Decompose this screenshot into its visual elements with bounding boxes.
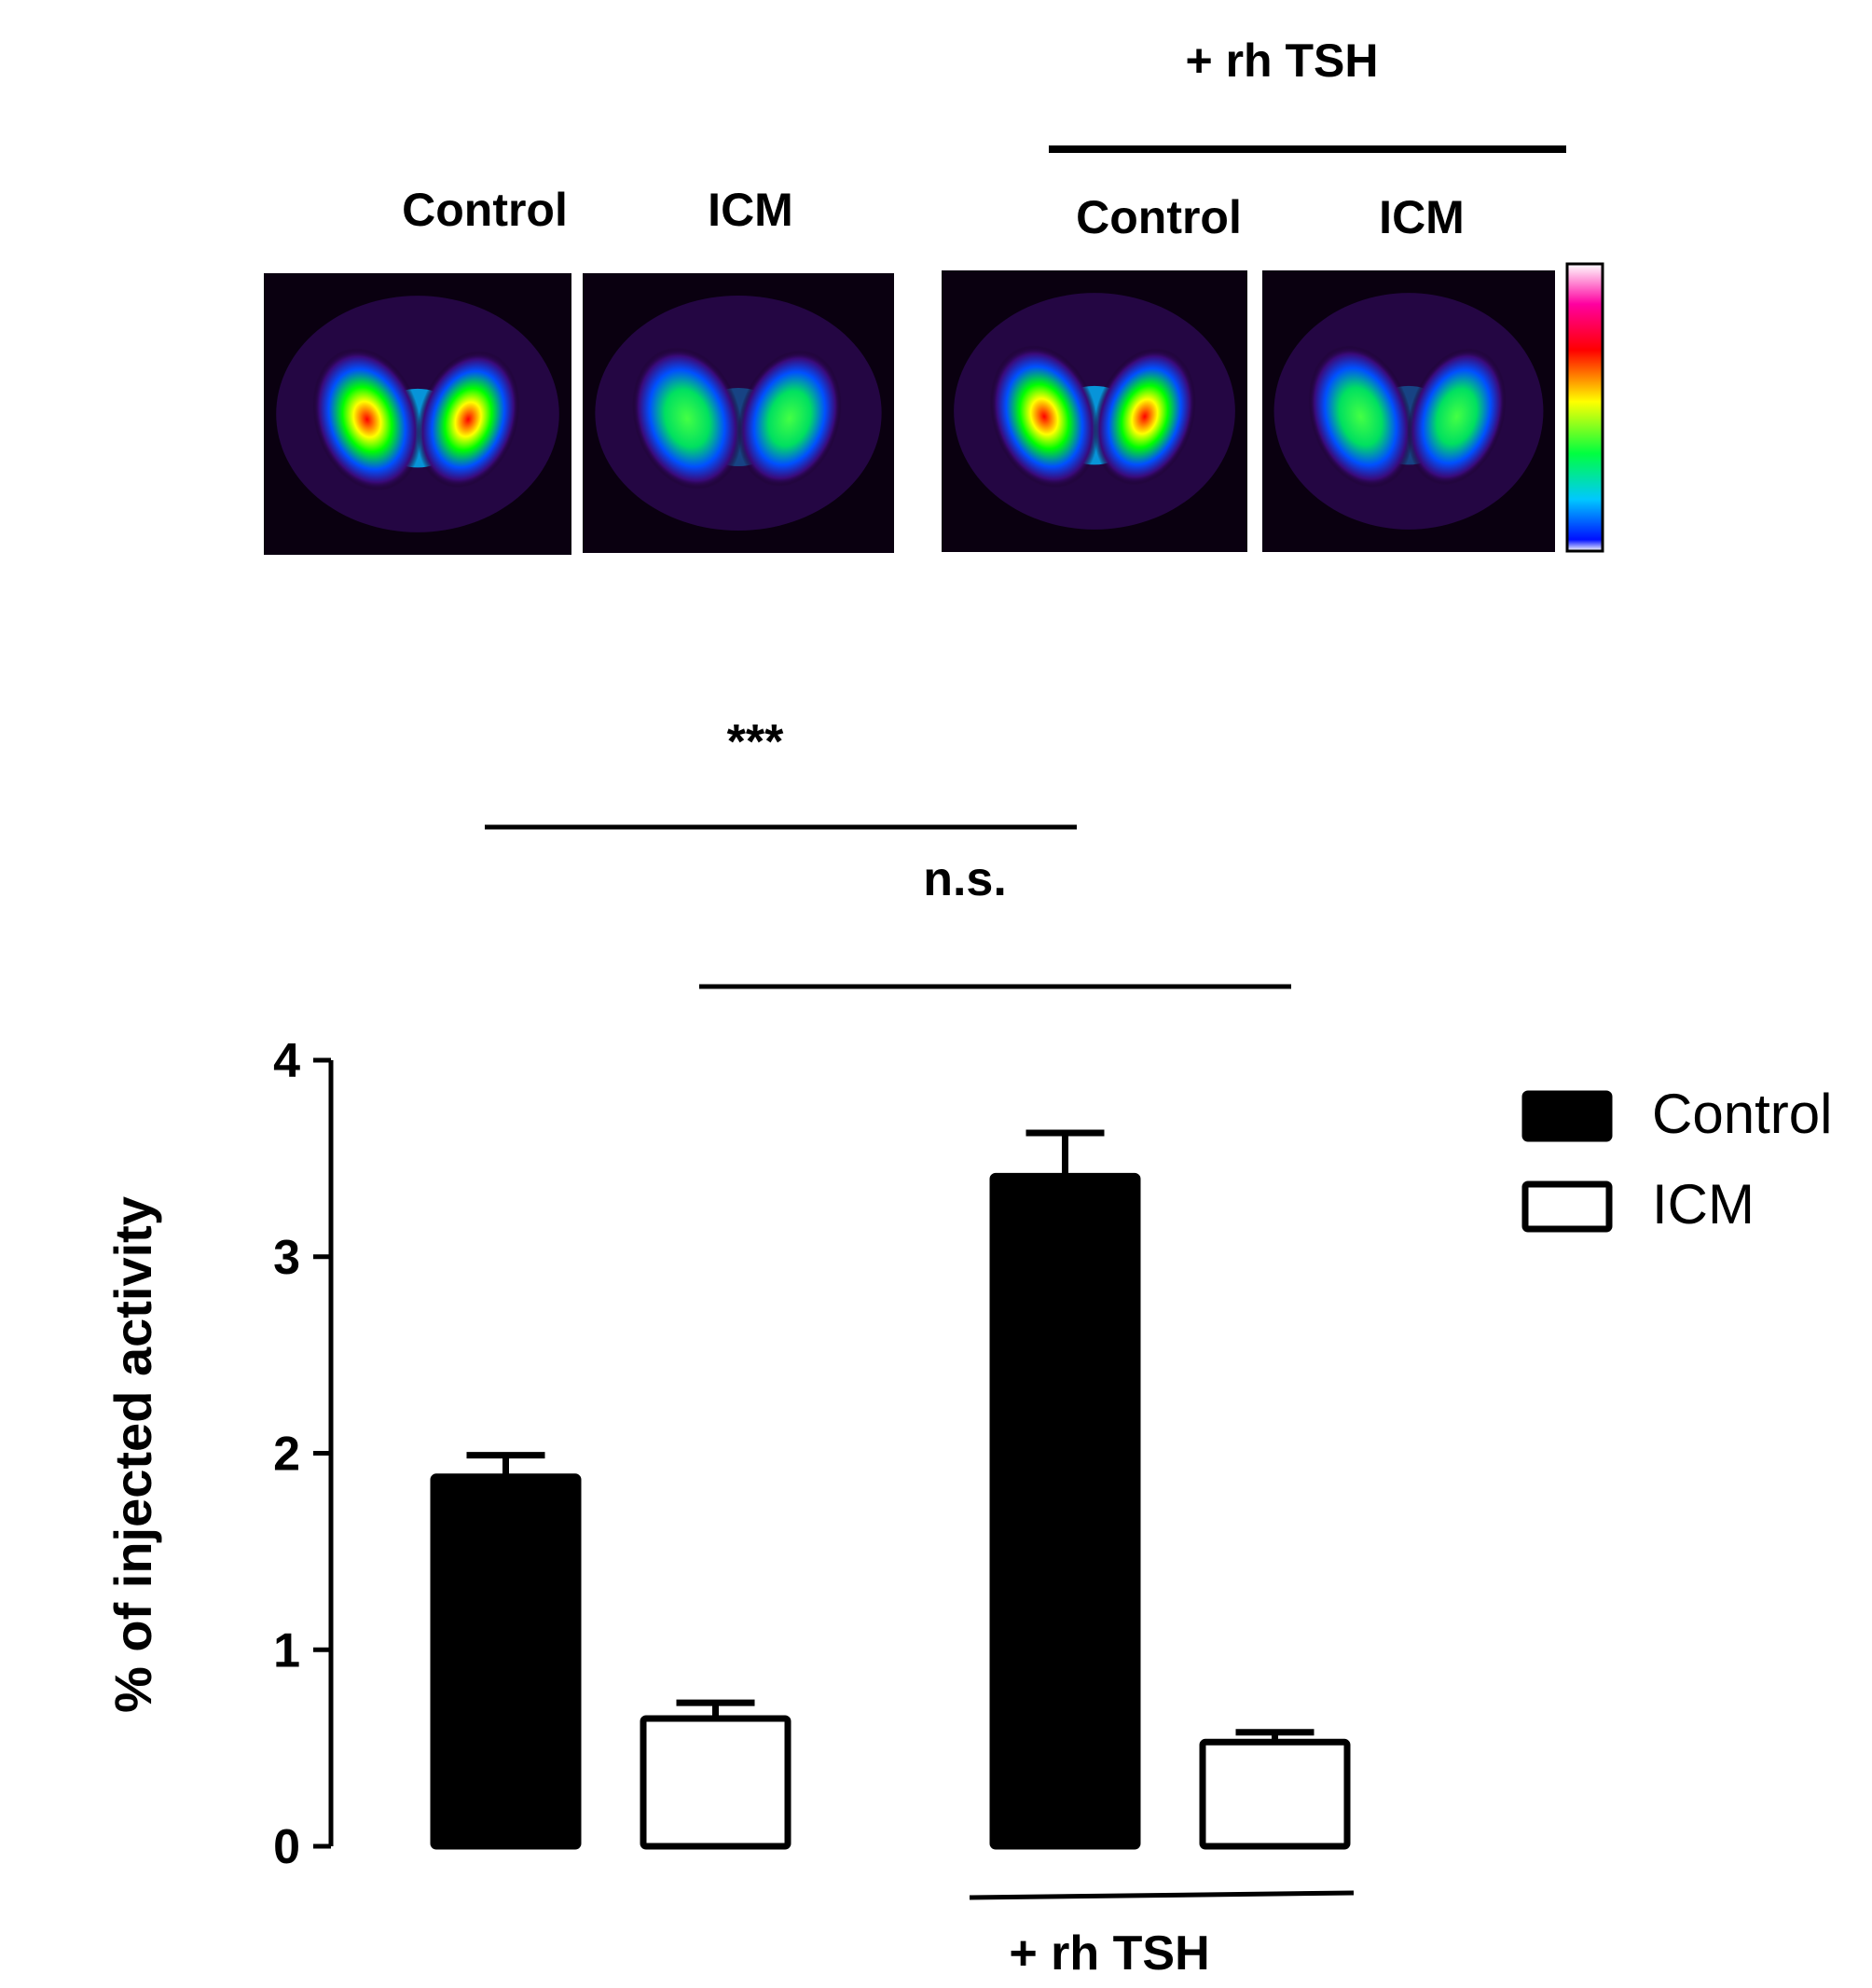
- bar-chart: % of injected activity 0 1 2 3 4 *** n.s. + r…: [103, 715, 1832, 1981]
- y-axis-label: % of injected activity: [103, 1196, 162, 1713]
- legend-label: Control: [1652, 1083, 1832, 1145]
- significance-label: ***: [727, 715, 784, 769]
- bar-control: [989, 1129, 1141, 1850]
- legend-swatch: [1521, 1180, 1613, 1233]
- group-label-rhtsh: + rh TSH: [1009, 1926, 1209, 1981]
- bar-rect: [1199, 1738, 1351, 1850]
- bar-control: [430, 1452, 582, 1850]
- color-scale-bar: [1565, 262, 1604, 553]
- scintigraphy-panel: [264, 273, 571, 555]
- legend-swatch: [1521, 1090, 1613, 1142]
- scintigraphy-images: + rh TSH Control ICM Control ICM: [264, 35, 1604, 555]
- bar-icm: [1199, 1729, 1351, 1850]
- bar-rect: [640, 1715, 791, 1850]
- y-tick-label: 3: [273, 1231, 300, 1285]
- scintigraphy-panel: [1262, 270, 1555, 552]
- bar-icm: [640, 1699, 791, 1850]
- image-label-control-rhtsh: Control: [1076, 191, 1242, 243]
- image-group-label: + rh TSH: [1186, 35, 1379, 87]
- image-label-icm-rhtsh: ICM: [1379, 191, 1465, 243]
- y-tick-label: 0: [273, 1820, 300, 1874]
- group-bracket: [969, 1890, 1355, 1900]
- significance-label: n.s.: [923, 852, 1007, 906]
- legend-label: ICM: [1652, 1173, 1755, 1236]
- scintigraphy-panel: [583, 273, 894, 553]
- y-tick-label: 2: [273, 1428, 300, 1482]
- y-tick-label: 1: [273, 1623, 300, 1677]
- image-label-control: Control: [402, 184, 568, 236]
- legend-item-control: Control: [1521, 1083, 1832, 1145]
- scintigraphy-panel: [942, 270, 1247, 552]
- bar-rect: [430, 1473, 582, 1850]
- y-tick-label: 4: [273, 1034, 300, 1088]
- bar-rect: [989, 1172, 1141, 1850]
- image-label-icm: ICM: [708, 184, 793, 236]
- legend-item-icm: ICM: [1521, 1173, 1755, 1236]
